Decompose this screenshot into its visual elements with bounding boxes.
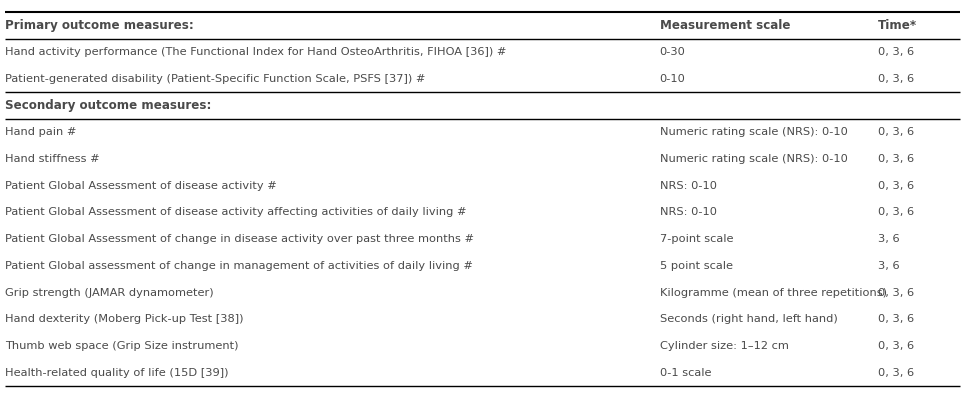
Text: 3, 6: 3, 6 bbox=[878, 234, 899, 244]
Text: 0, 3, 6: 0, 3, 6 bbox=[878, 127, 915, 137]
Text: NRS: 0-10: NRS: 0-10 bbox=[660, 207, 716, 217]
Text: 0, 3, 6: 0, 3, 6 bbox=[878, 287, 915, 298]
Text: Patient Global Assessment of disease activity #: Patient Global Assessment of disease act… bbox=[5, 181, 276, 191]
Text: 0, 3, 6: 0, 3, 6 bbox=[878, 154, 915, 164]
Text: Cylinder size: 1–12 cm: Cylinder size: 1–12 cm bbox=[660, 341, 789, 351]
Text: 0, 3, 6: 0, 3, 6 bbox=[878, 47, 915, 57]
Text: NRS: 0-10: NRS: 0-10 bbox=[660, 181, 716, 191]
Text: 0-30: 0-30 bbox=[660, 47, 686, 57]
Text: Patient-generated disability (Patient-Specific Function Scale, PSFS [37]) #: Patient-generated disability (Patient-Sp… bbox=[5, 74, 426, 84]
Text: Hand dexterity (Moberg Pick-up Test [38]): Hand dexterity (Moberg Pick-up Test [38]… bbox=[5, 314, 244, 324]
Text: 0-1 scale: 0-1 scale bbox=[660, 368, 711, 378]
Text: 0, 3, 6: 0, 3, 6 bbox=[878, 314, 915, 324]
Text: 0, 3, 6: 0, 3, 6 bbox=[878, 207, 915, 217]
Text: 0, 3, 6: 0, 3, 6 bbox=[878, 341, 915, 351]
Text: Grip strength (JAMAR dynamometer): Grip strength (JAMAR dynamometer) bbox=[5, 287, 214, 298]
Text: 0-10: 0-10 bbox=[660, 74, 686, 84]
Text: 0, 3, 6: 0, 3, 6 bbox=[878, 368, 915, 378]
Text: Hand stiffness #: Hand stiffness # bbox=[5, 154, 99, 164]
Text: 5 point scale: 5 point scale bbox=[660, 261, 733, 271]
Text: Numeric rating scale (NRS): 0-10: Numeric rating scale (NRS): 0-10 bbox=[660, 127, 847, 137]
Text: Hand pain #: Hand pain # bbox=[5, 127, 76, 137]
Text: Time*: Time* bbox=[878, 19, 918, 32]
Text: Patient Global Assessment of change in disease activity over past three months #: Patient Global Assessment of change in d… bbox=[5, 234, 474, 244]
Text: 7-point scale: 7-point scale bbox=[660, 234, 733, 244]
Text: Thumb web space (Grip Size instrument): Thumb web space (Grip Size instrument) bbox=[5, 341, 238, 351]
Text: 0, 3, 6: 0, 3, 6 bbox=[878, 181, 915, 191]
Text: Seconds (right hand, left hand): Seconds (right hand, left hand) bbox=[660, 314, 838, 324]
Text: Kilogramme (mean of three repetitions): Kilogramme (mean of three repetitions) bbox=[660, 287, 887, 298]
Text: Measurement scale: Measurement scale bbox=[660, 19, 791, 32]
Text: Secondary outcome measures:: Secondary outcome measures: bbox=[5, 99, 211, 112]
Text: 0, 3, 6: 0, 3, 6 bbox=[878, 74, 915, 84]
Text: 3, 6: 3, 6 bbox=[878, 261, 899, 271]
Text: Patient Global Assessment of disease activity affecting activities of daily livi: Patient Global Assessment of disease act… bbox=[5, 207, 466, 217]
Text: Health-related quality of life (15D [39]): Health-related quality of life (15D [39]… bbox=[5, 368, 228, 378]
Text: Hand activity performance (The Functional Index for Hand OsteoArthritis, FIHOA [: Hand activity performance (The Functiona… bbox=[5, 47, 507, 57]
Text: Primary outcome measures:: Primary outcome measures: bbox=[5, 19, 194, 32]
Text: Patient Global assessment of change in management of activities of daily living : Patient Global assessment of change in m… bbox=[5, 261, 473, 271]
Text: Numeric rating scale (NRS): 0-10: Numeric rating scale (NRS): 0-10 bbox=[660, 154, 847, 164]
